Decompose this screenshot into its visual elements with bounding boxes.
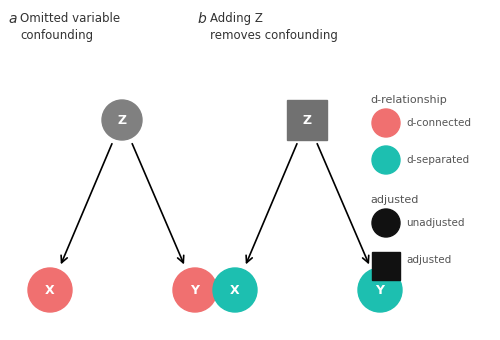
Text: unadjusted: unadjusted [406,218,464,228]
Circle shape [213,268,257,312]
Circle shape [372,146,400,174]
Text: adjusted: adjusted [370,195,418,205]
Circle shape [372,109,400,137]
Text: Omitted variable
confounding: Omitted variable confounding [20,12,120,42]
Text: d-relationship: d-relationship [370,95,447,105]
Text: d-separated: d-separated [406,155,469,165]
Text: X: X [45,284,55,296]
Text: Z: Z [118,114,126,126]
FancyBboxPatch shape [287,100,327,140]
Text: d-connected: d-connected [406,118,471,128]
Circle shape [28,268,72,312]
Text: b: b [198,12,207,26]
FancyBboxPatch shape [372,252,400,280]
Circle shape [358,268,402,312]
Text: a: a [8,12,16,26]
Circle shape [372,209,400,237]
Text: Y: Y [190,284,200,296]
Circle shape [173,268,217,312]
Circle shape [102,100,142,140]
Text: Z: Z [302,114,312,126]
Text: X: X [230,284,240,296]
Text: Adding Z
removes confounding: Adding Z removes confounding [210,12,338,42]
Text: adjusted: adjusted [406,255,451,265]
Text: Y: Y [376,284,384,296]
